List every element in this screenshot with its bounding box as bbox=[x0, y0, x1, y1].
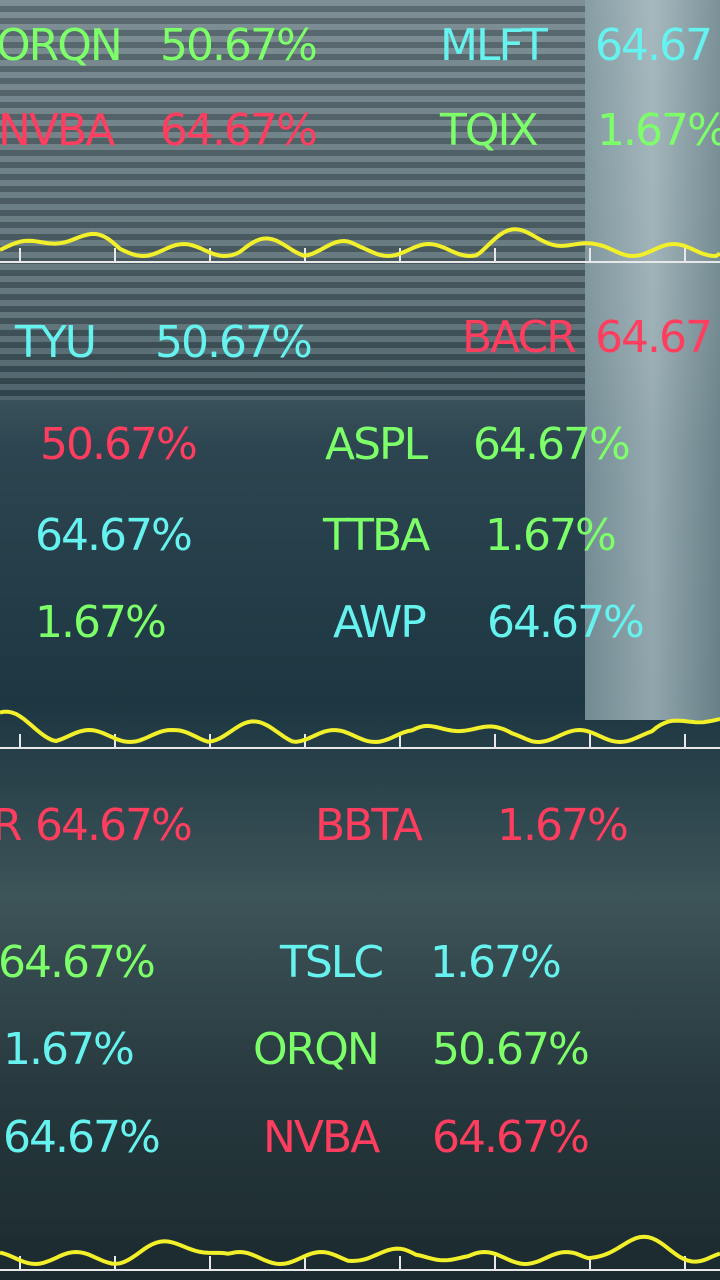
ticker-symbol: TSLC bbox=[279, 937, 382, 988]
ticker-change: 64.67% bbox=[0, 937, 154, 988]
ticker-symbol: NVBA bbox=[263, 1112, 380, 1163]
ticker-symbol: AWP bbox=[333, 597, 426, 648]
ticker-change: 64.67% bbox=[487, 597, 643, 648]
ticker-symbol: MLFT bbox=[440, 20, 548, 71]
ticker-change: 64.67% bbox=[432, 1112, 588, 1163]
ticker-change: 64.67 bbox=[595, 312, 711, 363]
ticker-change: 50.67% bbox=[432, 1024, 588, 1075]
ticker-symbol: ORQN bbox=[0, 20, 121, 71]
ticker-change: 1.67% bbox=[597, 105, 720, 156]
ticker-symbol: TQIX bbox=[439, 105, 537, 156]
ticker-symbol: BBTA bbox=[315, 800, 423, 851]
ticker-change: 50.67% bbox=[40, 419, 196, 470]
background-wall bbox=[585, 0, 720, 720]
ticker-change: 64.67% bbox=[35, 800, 191, 851]
ticker-change: 64.67% bbox=[473, 419, 629, 470]
ticker-change: 1.67% bbox=[35, 597, 165, 648]
ticker-symbol: R bbox=[0, 800, 22, 851]
ticker-change: 1.67% bbox=[485, 510, 615, 561]
ticker-change: 64.67% bbox=[35, 510, 191, 561]
ticker-change: 50.67% bbox=[160, 20, 316, 71]
ticker-change: 1.67% bbox=[3, 1024, 133, 1075]
trend-line bbox=[0, 709, 720, 745]
ticker-change: 64.67% bbox=[160, 105, 316, 156]
ticker-change: 64.67% bbox=[3, 1112, 159, 1163]
ticker-change: 50.67% bbox=[155, 317, 311, 368]
ticker-symbol: TTBA bbox=[322, 510, 430, 561]
ticker-change: 1.67% bbox=[430, 937, 560, 988]
trend-line bbox=[0, 1234, 720, 1267]
trend-line bbox=[0, 227, 720, 259]
ticker-symbol: TYU bbox=[14, 317, 95, 368]
ticker-change: 1.67% bbox=[497, 800, 627, 851]
ticker-symbol: ASPL bbox=[325, 419, 429, 470]
ticker-symbol: BACR bbox=[462, 312, 576, 363]
ticker-symbol: NVBA bbox=[0, 105, 115, 156]
ticker-change: 64.67 bbox=[595, 20, 711, 71]
ticker-symbol: ORQN bbox=[253, 1024, 378, 1075]
